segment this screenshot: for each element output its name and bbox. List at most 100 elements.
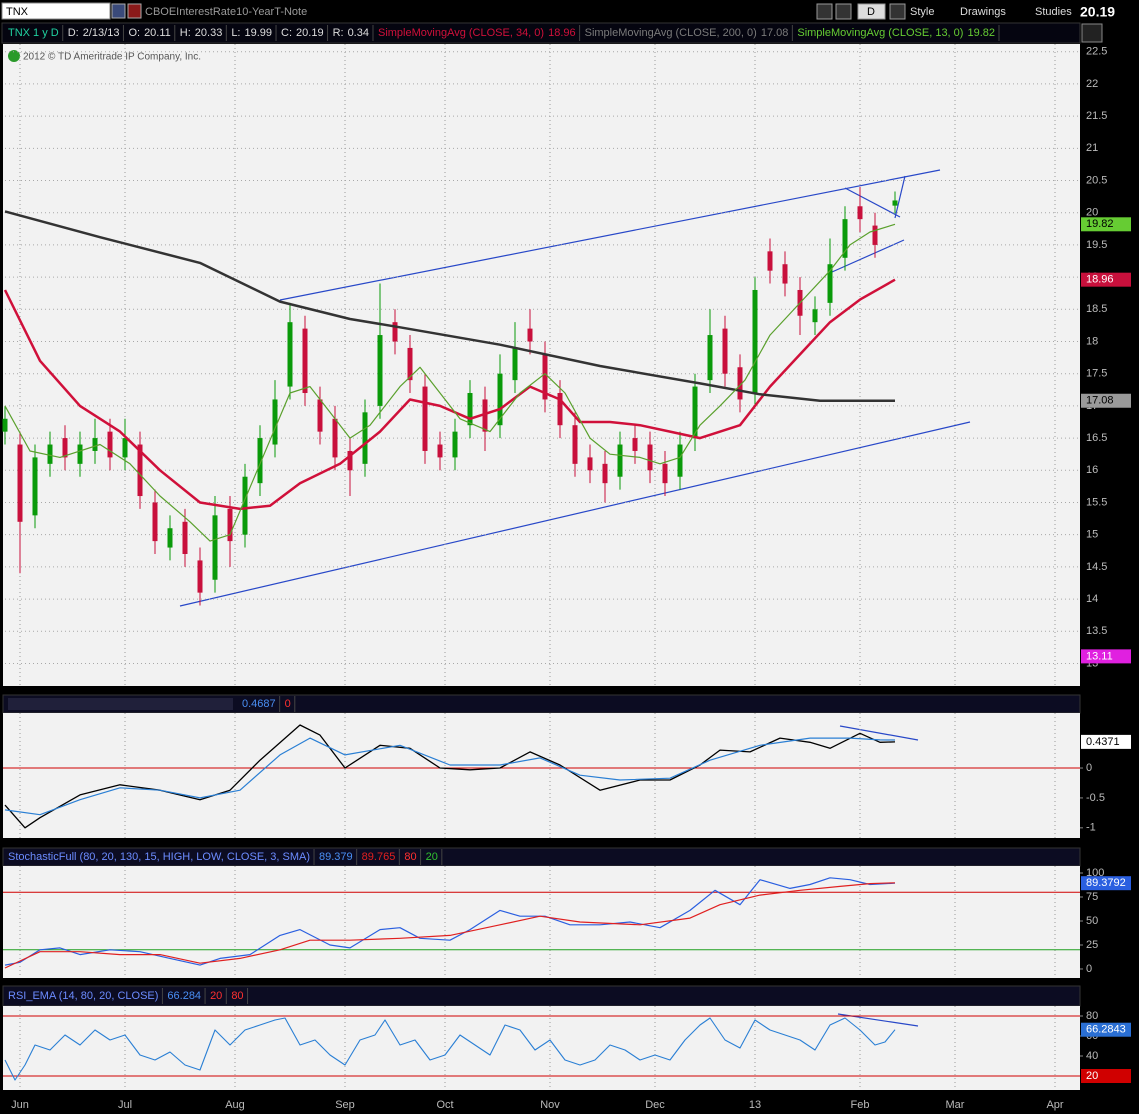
y-tick-label: 22.5 [1086,46,1107,58]
x-tick-label: Feb [851,1099,870,1111]
candle-body [152,502,158,542]
field-label: H: [180,27,191,39]
candle-body [107,431,113,458]
y-tick-label: 21 [1086,142,1098,154]
info-icon[interactable] [8,50,20,62]
candle-body [2,418,8,432]
last-value-badge-bg [1081,734,1131,749]
field-value: 20.19 [296,27,324,39]
candle-body [572,425,578,464]
series-line [4,223,896,542]
x-tick-label: Oct [436,1099,453,1111]
candle-body [827,264,833,303]
tool-icon[interactable] [816,3,833,20]
candle-body [617,444,623,477]
series-line [3,278,896,511]
candle-body [317,399,323,432]
x-tick-label: Nov [540,1099,560,1111]
candle-body [377,335,383,406]
study-title: RSI_EMA (14, 80, 20, CLOSE) [8,990,158,1002]
candle-body [872,225,878,245]
y-tick-label: 100 [1086,867,1104,879]
y-tick-label: 40 [1086,1050,1098,1062]
y-tick-label: 13.5 [1086,625,1107,637]
y-tick-label: 20.5 [1086,174,1107,186]
candle-body [242,476,248,535]
candle-body [752,289,758,394]
y-tick-label: 0 [1086,963,1092,975]
reference-value: 20 [426,851,438,863]
y-tick-label: -1 [1086,822,1096,834]
candle-body [842,219,848,258]
candle-body [602,463,608,484]
trend-line [831,239,905,273]
candle-body [62,438,68,458]
drawings-button[interactable]: Drawings [960,6,1006,18]
symbol-link[interactable] [127,3,142,19]
candle-body [212,515,218,580]
macd-panel [3,713,1080,838]
candle-body [92,438,98,451]
y-tick-label: 22 [1086,78,1098,90]
series-line [4,737,896,816]
x-tick-label: Apr [1046,1099,1063,1111]
symbol-dropdown[interactable] [111,3,126,19]
candle-body [647,444,653,471]
tool-icon[interactable] [835,3,852,20]
legend-value: 17.08 [761,27,789,39]
legend-value: 0.4687 [242,698,276,710]
y-tick-label: 0 [1086,762,1092,774]
candle-body [47,444,53,464]
candle-body [467,393,473,426]
tool-icon[interactable] [889,3,906,20]
aggregation-button[interactable] [857,3,886,20]
field-label: C: [281,27,292,39]
y-tick-label: 19.5 [1086,239,1107,251]
y-tick-label: 15.5 [1086,496,1107,508]
candle-body [272,399,278,445]
candle-body [542,354,548,400]
candle-body [557,393,563,426]
study-title: StochasticFull (80, 20, 130, 15, HIGH, L… [8,851,310,863]
y-tick-label: -0.5 [1086,792,1105,804]
studies-button[interactable]: Studies [1035,6,1072,18]
y-tick-label: 16.5 [1086,432,1107,444]
candle-body [407,347,413,381]
style-button[interactable]: Style [910,6,934,18]
symbol-text: TNX [6,6,29,18]
legend-name: SimpleMovingAvg (CLOSE, 34, 0) [378,27,544,39]
axis-tool[interactable] [1081,23,1103,43]
candle-body [892,200,898,206]
field-value: 0.34 [348,27,369,39]
x-tick-label: Jul [118,1099,132,1111]
last-value-badge-bg [1081,393,1131,408]
y-tick-label: 14 [1086,593,1098,605]
y-tick-label: 17.5 [1086,368,1107,380]
price-header-bar [1,22,1081,44]
x-tick-label: Mar [946,1099,965,1111]
candle-body [722,328,728,374]
candle-body [782,264,788,284]
candle-body [527,328,533,342]
reference-value: 20 [210,990,222,1002]
candle-body [257,438,263,484]
legend-value: 89.379 [319,851,353,863]
last-value-badge: 18.96 [1086,274,1114,286]
legend-value: 66.284 [167,990,201,1002]
aggregation-text: D [867,6,875,18]
x-tick-label: Jun [11,1099,29,1111]
y-tick-label: 21.5 [1086,110,1107,122]
y-tick-label: 14.5 [1086,561,1107,573]
last-value-badge: 66.2843 [1086,1024,1126,1036]
y-tick-label: 50 [1086,915,1098,927]
field-value: 19.99 [245,27,273,39]
trend-line [279,169,941,301]
y-tick-label: 16 [1086,464,1098,476]
candle-body [677,444,683,477]
symbol-input[interactable] [1,2,111,20]
reference-badge: 20 [1086,1070,1098,1082]
last-value-badge-bg [1081,876,1131,891]
candle-body [707,335,713,381]
y-tick-label: 15 [1086,529,1098,541]
